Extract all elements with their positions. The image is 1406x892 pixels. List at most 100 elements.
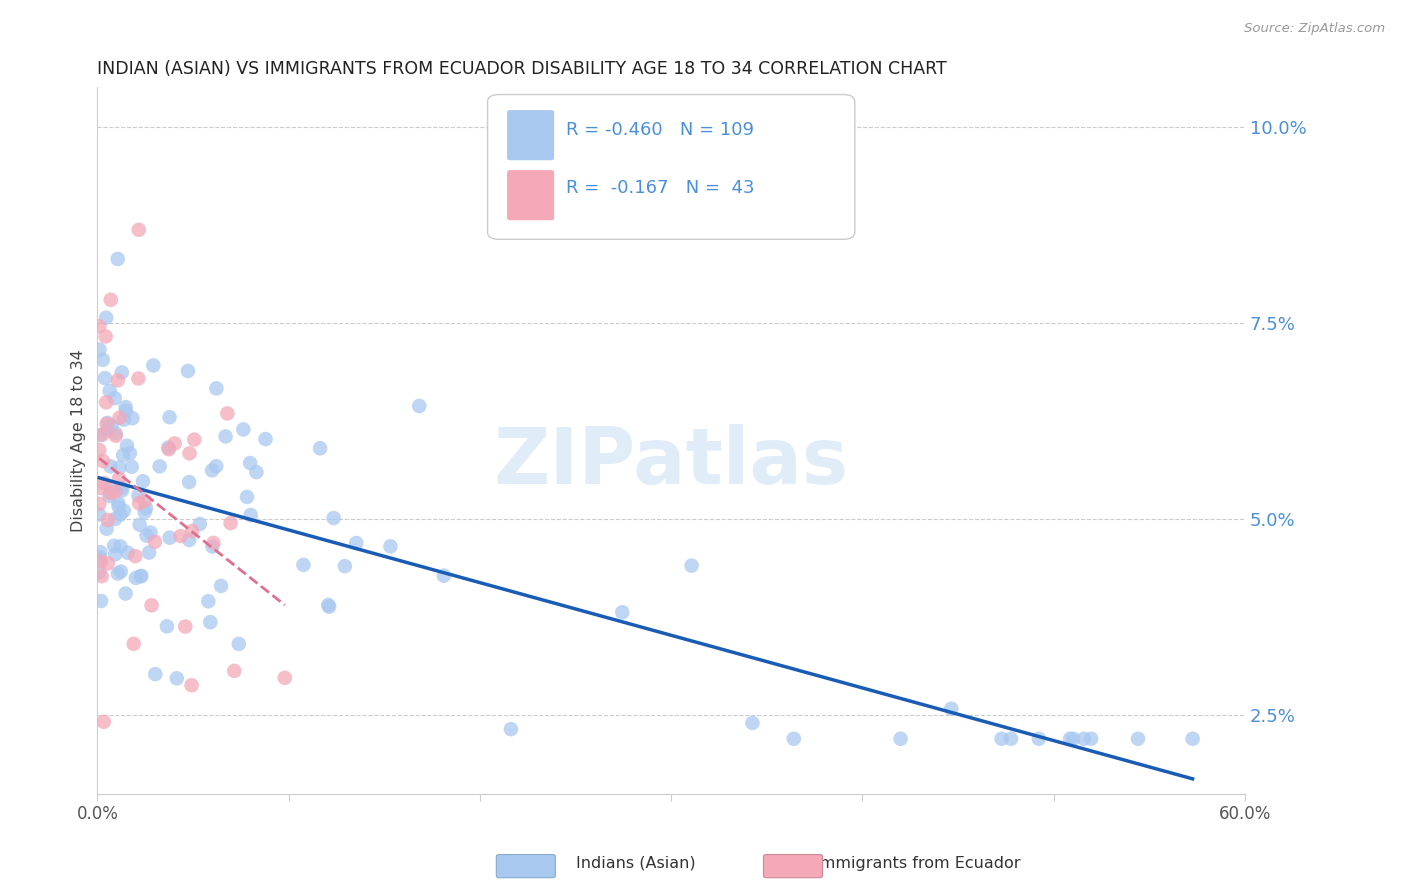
Point (90, 594, 112, 608)
Point (232, 422, 254, 436)
Point (108, 472, 131, 486)
Point (117, 546, 139, 560)
Point (89, 319, 111, 334)
Text: Indians (Asian): Indians (Asian) (576, 856, 696, 871)
Point (91, 454, 114, 468)
Point (110, 480, 132, 494)
Y-axis label: Disability Age 18 to 34: Disability Age 18 to 34 (72, 349, 86, 532)
Point (93, 476, 115, 491)
Point (309, 442, 332, 456)
Point (100, 418, 122, 433)
Point (107, 373, 129, 387)
Point (94, 395, 117, 409)
Point (107, 496, 129, 510)
Point (344, 536, 367, 550)
Point (110, 508, 132, 522)
Point (112, 448, 135, 462)
Point (104, 426, 127, 441)
Point (197, 594, 219, 608)
Point (132, 475, 155, 489)
Point (90, 481, 112, 495)
Point (107, 566, 129, 581)
Point (90, 569, 112, 583)
Point (217, 406, 239, 420)
Point (181, 524, 204, 538)
Point (941, 702, 963, 716)
Point (224, 664, 246, 678)
Point (205, 381, 228, 395)
Point (94, 310, 117, 325)
Point (156, 619, 179, 633)
Point (142, 359, 165, 373)
Point (111, 366, 134, 380)
Point (890, 731, 912, 746)
Text: Immigrants from Ecuador: Immigrants from Ecuador (815, 856, 1021, 871)
Point (93, 714, 115, 729)
Point (135, 528, 157, 542)
Point (1080, 731, 1102, 746)
Point (104, 484, 127, 499)
Point (98, 486, 121, 500)
Point (103, 539, 125, 553)
Point (125, 571, 148, 585)
Point (783, 731, 806, 746)
Point (129, 569, 152, 583)
Point (209, 579, 232, 593)
Point (143, 667, 166, 681)
FancyBboxPatch shape (488, 95, 855, 239)
Point (89, 443, 111, 458)
Point (89, 428, 111, 442)
Point (107, 500, 129, 514)
Point (98, 384, 121, 398)
Text: R = -0.460   N = 109: R = -0.460 N = 109 (565, 121, 754, 139)
Point (128, 517, 150, 532)
Point (433, 568, 456, 582)
Point (108, 410, 131, 425)
Point (122, 637, 145, 651)
Point (741, 715, 763, 730)
Point (1000, 731, 1022, 746)
Point (141, 599, 163, 613)
Point (166, 671, 188, 685)
Point (139, 525, 162, 540)
Point (97, 557, 120, 571)
Point (121, 411, 143, 425)
Point (134, 493, 156, 508)
Point (143, 534, 166, 549)
Point (183, 433, 205, 447)
Point (89, 545, 111, 559)
Point (104, 512, 127, 526)
Point (112, 504, 135, 518)
Point (98, 489, 121, 503)
Point (1181, 731, 1204, 746)
Point (159, 410, 181, 425)
Point (333, 559, 356, 574)
Point (200, 615, 222, 629)
Point (205, 459, 228, 474)
Point (114, 400, 136, 414)
Point (97, 416, 120, 430)
Point (157, 441, 180, 455)
Point (100, 293, 122, 307)
Point (201, 463, 224, 477)
Point (219, 516, 242, 530)
Point (104, 429, 127, 443)
Point (1028, 731, 1050, 746)
Point (990, 731, 1012, 746)
Point (202, 536, 225, 550)
Point (180, 678, 202, 692)
Point (274, 671, 297, 685)
Point (1062, 731, 1084, 746)
Point (94, 371, 117, 385)
Point (89, 497, 111, 511)
Point (239, 508, 262, 522)
Point (121, 459, 143, 474)
Point (91, 427, 114, 442)
Point (118, 446, 141, 460)
Point (499, 722, 522, 736)
Point (316, 598, 339, 612)
Point (108, 460, 131, 475)
Point (110, 540, 132, 554)
Point (135, 501, 157, 516)
Point (127, 371, 149, 385)
